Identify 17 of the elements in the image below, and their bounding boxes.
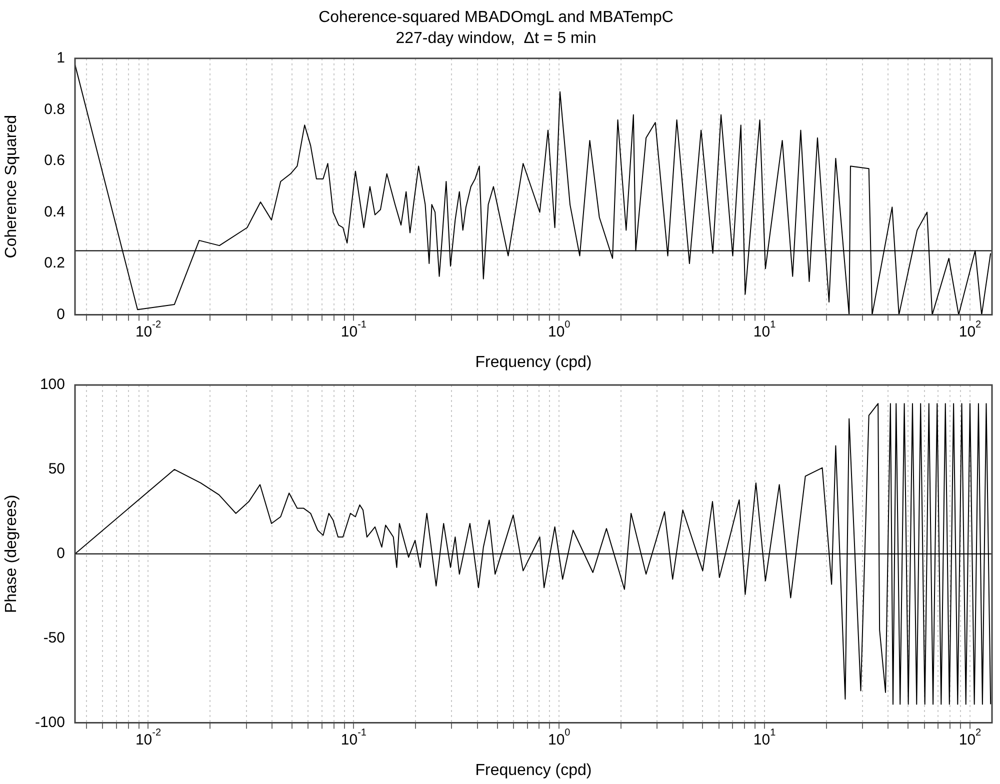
y-tick-label: 0.4 (44, 203, 65, 220)
y-tick-label: 50 (48, 460, 65, 478)
y-tick-label: 0.8 (44, 100, 65, 118)
chart-subtitle: 227-day window, Δt = 5 min (396, 30, 596, 48)
y-axis-title: Coherence Squared (3, 114, 20, 258)
y-tick-label: 0.2 (44, 254, 65, 272)
chart-title: Coherence-squared MBADOmgL and MBATempC (318, 9, 674, 26)
x-axis-title: Frequency (cpd) (475, 354, 592, 371)
y-tick-label: -50 (43, 629, 65, 646)
y-tick-label: -100 (34, 714, 65, 731)
y-tick-label: 100 (40, 376, 65, 394)
y-tick-label: 0 (56, 306, 65, 323)
y-axis-title: Phase (degrees) (3, 494, 20, 614)
y-tick-label: 1 (56, 50, 65, 67)
y-tick-label: 0 (56, 545, 65, 562)
y-tick-label: 0.6 (44, 152, 65, 170)
x-axis-title: Frequency (cpd) (475, 762, 592, 779)
